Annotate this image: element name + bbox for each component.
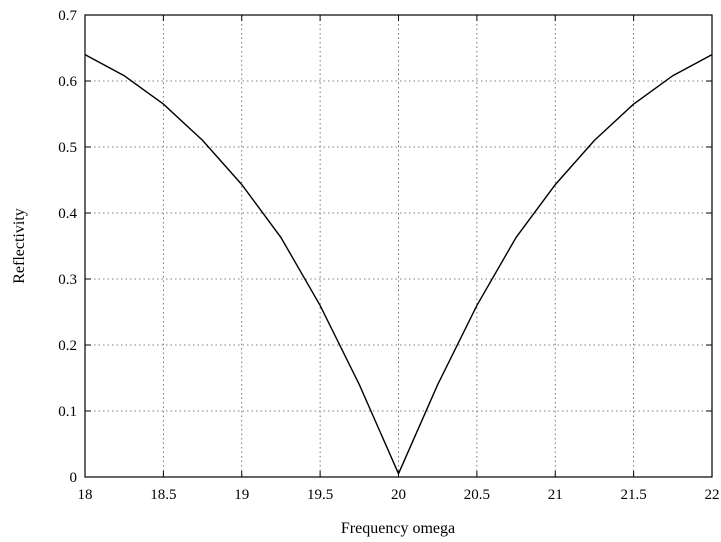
grid-lines (85, 15, 712, 477)
axis-ticks (84, 14, 713, 478)
x-tick-label: 19.5 (307, 487, 333, 503)
x-tick-label: 20.5 (464, 487, 490, 503)
x-tick-label: 18.5 (150, 487, 176, 503)
y-tick-label: 0.4 (58, 206, 77, 222)
reflectivity-curve (84, 53, 713, 476)
x-tick-label: 20 (391, 487, 406, 503)
y-tick-label: 0.1 (58, 404, 77, 420)
y-tick-label: 0 (70, 470, 78, 486)
y-tick-label: 0.7 (58, 8, 77, 24)
y-tick-labels: 0 0.1 0.2 0.3 0.4 0.5 0.6 0.7 (58, 8, 77, 486)
y-axis-label: Reflectivity (11, 208, 28, 284)
x-tick-label: 19 (234, 487, 249, 503)
x-tick-label: 22 (705, 487, 720, 503)
x-tick-labels: 18 18.5 19 19.5 20 20.5 21 21.5 22 (78, 487, 720, 503)
x-tick-label: 21.5 (621, 487, 647, 503)
x-axis-label: Frequency omega (341, 520, 455, 537)
y-tick-label: 0.3 (58, 272, 77, 288)
y-tick-label: 0.6 (58, 74, 77, 90)
x-tick-label: 18 (78, 487, 93, 503)
x-tick-label: 21 (548, 487, 563, 503)
y-tick-label: 0.2 (58, 338, 77, 354)
y-tick-label: 0.5 (58, 140, 77, 156)
